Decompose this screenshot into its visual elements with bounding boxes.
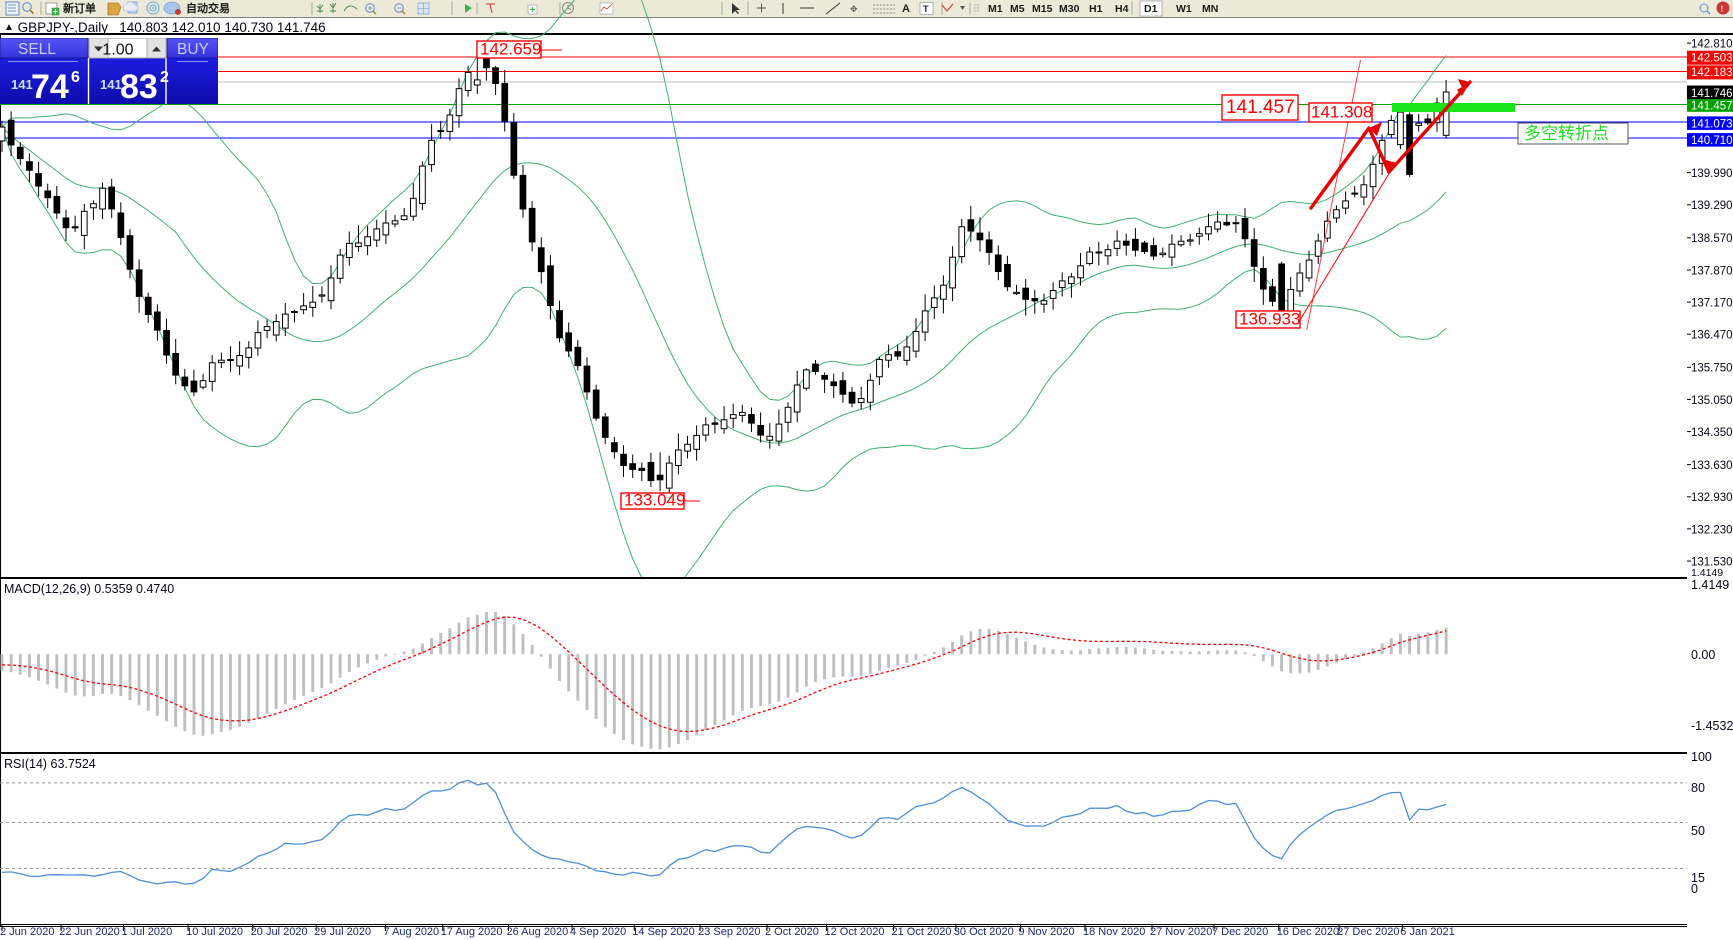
svg-text:141: 141 (11, 77, 33, 92)
svg-text:1.4149: 1.4149 (1691, 567, 1723, 578)
svg-text:多空转折点: 多空转折点 (1524, 124, 1609, 143)
svg-text:142.659: 142.659 (480, 40, 541, 59)
svg-text:141.073: 141.073 (1691, 118, 1733, 130)
svg-text:BUY: BUY (177, 41, 209, 58)
svg-text:142.503: 142.503 (1691, 53, 1733, 65)
svg-text:132.930: 132.930 (1691, 492, 1733, 504)
svg-text:132.230: 132.230 (1691, 524, 1733, 536)
svg-text:141: 141 (100, 77, 122, 92)
svg-text:141.746: 141.746 (1691, 88, 1733, 100)
svg-text:2: 2 (160, 69, 169, 86)
svg-text:137.170: 137.170 (1691, 298, 1733, 310)
svg-text:139.290: 139.290 (1691, 200, 1733, 212)
svg-text:134.350: 134.350 (1691, 427, 1733, 439)
svg-text:133.049: 133.049 (624, 491, 685, 510)
svg-text:6: 6 (71, 69, 80, 86)
svg-text:136.933: 136.933 (1239, 310, 1300, 329)
svg-text:142.810: 142.810 (1691, 39, 1733, 51)
svg-text:SELL: SELL (18, 41, 56, 58)
svg-text:141.457: 141.457 (1226, 97, 1295, 118)
svg-text:141.308: 141.308 (1311, 103, 1372, 122)
svg-text:83: 83 (120, 68, 158, 104)
svg-text:74: 74 (31, 68, 69, 104)
svg-text:133.630: 133.630 (1691, 460, 1733, 472)
svg-text:138.570: 138.570 (1691, 233, 1733, 245)
svg-text:135.750: 135.750 (1691, 363, 1733, 375)
svg-text:137.870: 137.870 (1691, 265, 1733, 277)
svg-text:139.990: 139.990 (1691, 168, 1733, 180)
svg-text:1.00: 1.00 (102, 42, 133, 59)
svg-text:135.050: 135.050 (1691, 395, 1733, 407)
svg-text:140.710: 140.710 (1691, 135, 1733, 147)
svg-text:136.470: 136.470 (1691, 330, 1733, 342)
svg-text:141.457: 141.457 (1691, 101, 1733, 113)
svg-text:142.183: 142.183 (1691, 67, 1733, 79)
